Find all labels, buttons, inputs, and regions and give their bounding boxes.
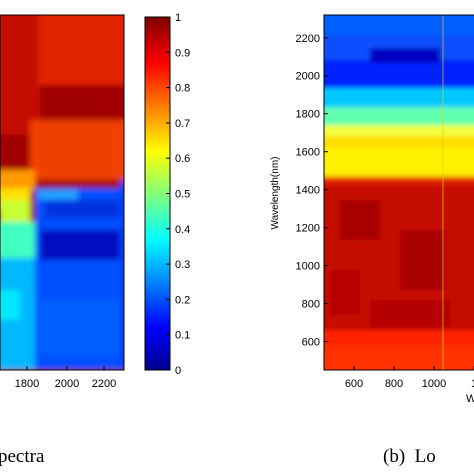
colorbar-tick-label: 0.2	[175, 294, 190, 306]
colorbar: 0 0.1 0.2 0.3 0.4 0.5 0.6 0.7 0.8 0.9 1	[144, 12, 190, 377]
right-y-tick-label: 2200	[296, 33, 320, 45]
right-x-tick-label: 600	[345, 378, 363, 390]
colorbar-tick-label: 0.1	[175, 330, 190, 342]
right-panel-caption: (b) Lo	[383, 446, 436, 467]
colorbar-tick-label: 0.6	[175, 153, 190, 165]
right-y-tick-label: 1400	[296, 185, 320, 197]
right-x-tick-label: 800	[385, 378, 403, 390]
right-x-axis-title: W	[466, 393, 474, 405]
colorbar-tick-label: 0.5	[175, 189, 190, 201]
left-panel-caption: pectra	[0, 446, 45, 467]
colorbar-tick-label: 1	[175, 12, 181, 24]
colorbar-tick-label: 0.7	[175, 118, 190, 130]
right-x-axis: 600 800 1000 1 W	[345, 366, 474, 405]
colorbar-tick-label: 0.4	[175, 224, 190, 236]
colorbar-gradient	[144, 16, 171, 371]
right-y-tick-label: 2000	[296, 71, 320, 83]
left-heatmap	[0, 14, 125, 371]
left-x-axis: 1800 2000 2200	[15, 366, 116, 390]
right-y-axis-title: Wavelength(nm)	[270, 157, 281, 230]
colorbar-tick-label: 0	[175, 365, 181, 377]
colorbar-tick-label: 0.8	[175, 83, 190, 95]
right-y-tick-label: 600	[302, 337, 320, 349]
left-x-tick-label: 2000	[55, 378, 79, 390]
colorbar-tick-label: 0.3	[175, 259, 190, 271]
left-x-tick-label: 1800	[15, 378, 39, 390]
right-x-tick-label: 1000	[422, 378, 446, 390]
colorbar-tick-label: 0.9	[175, 47, 190, 59]
left-x-tick-label: 2200	[92, 378, 116, 390]
right-y-tick-label: 1200	[296, 223, 320, 235]
right-x-tick-label: 1	[471, 378, 474, 390]
right-y-tick-label: 800	[302, 299, 320, 311]
right-y-tick-label: 1800	[296, 109, 320, 121]
right-heatmap	[323, 14, 474, 371]
right-y-tick-label: 1600	[296, 147, 320, 159]
right-y-axis: Wavelength(nm) 600 800 1000 1200 1400 1600 180…	[270, 33, 328, 349]
right-y-tick-label: 1000	[296, 261, 320, 273]
